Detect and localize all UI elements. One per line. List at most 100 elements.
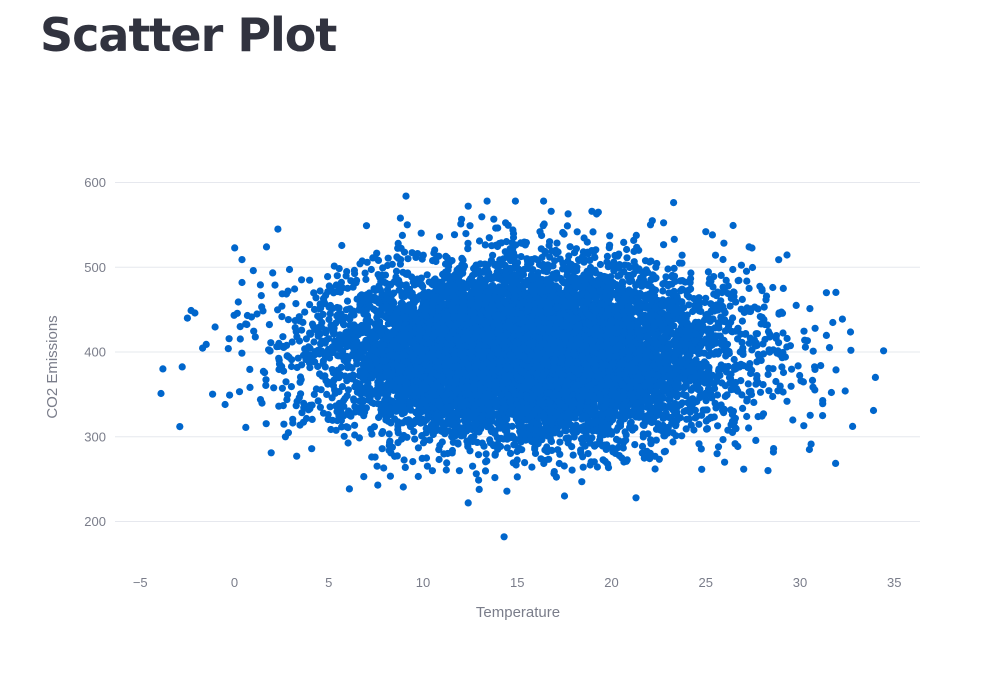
scatter-point xyxy=(211,323,219,331)
scatter-point xyxy=(316,287,324,295)
scatter-point xyxy=(511,441,519,449)
scatter-point xyxy=(385,430,393,438)
scatter-point xyxy=(779,329,787,337)
scatter-point xyxy=(271,281,279,289)
scatter-point xyxy=(567,421,575,429)
scatter-point xyxy=(378,445,386,453)
scatter-point xyxy=(632,231,640,239)
scatter-point xyxy=(363,258,371,266)
scatter-point xyxy=(409,458,417,466)
scatter-point xyxy=(744,380,752,388)
scatter-point xyxy=(711,251,720,259)
scatter-point xyxy=(368,453,376,461)
scatter-point xyxy=(265,321,273,329)
scatter-point xyxy=(414,250,422,258)
scatter-point xyxy=(302,335,310,343)
scatter-point xyxy=(296,421,304,429)
scatter-point xyxy=(660,241,668,249)
scatter-point xyxy=(482,450,490,458)
scatter-point xyxy=(490,215,498,223)
scatter-point xyxy=(738,317,747,325)
scatter-point xyxy=(251,333,259,341)
scatter-point xyxy=(596,260,605,269)
scatter-point xyxy=(342,272,350,280)
scatter-point xyxy=(606,232,614,240)
scatter-point xyxy=(288,338,296,346)
scatter-point xyxy=(287,383,295,391)
scatter-point xyxy=(721,392,729,400)
scatter-point xyxy=(308,445,316,453)
scatter-point xyxy=(695,420,703,428)
scatter-point xyxy=(316,403,324,411)
scatter-point xyxy=(678,432,686,440)
scatter-point xyxy=(779,368,788,377)
scatter-point xyxy=(563,222,572,230)
scatter-point xyxy=(670,235,678,243)
scatter-point xyxy=(513,473,521,481)
scatter-point xyxy=(458,215,466,223)
scatter-point xyxy=(298,326,306,334)
scatter-point xyxy=(517,253,525,261)
scatter-point xyxy=(314,397,322,405)
scatter-point xyxy=(231,244,239,252)
scatter-point xyxy=(464,245,472,253)
scatter-point xyxy=(573,422,581,431)
scatter-point xyxy=(394,244,402,252)
scatter-point xyxy=(335,334,344,342)
scatter-point xyxy=(442,466,450,474)
scatter-point xyxy=(683,415,691,423)
scatter-point xyxy=(722,276,730,284)
scatter-point xyxy=(367,425,375,433)
scatter-point xyxy=(435,446,443,454)
scatter-point xyxy=(297,375,305,384)
scatter-point xyxy=(612,435,621,443)
scatter-point xyxy=(300,399,308,407)
scatter-point xyxy=(417,229,425,237)
scatter-point xyxy=(324,415,332,423)
scatter-point xyxy=(610,258,618,266)
scatter-point xyxy=(351,421,359,429)
scatter-point xyxy=(832,366,840,374)
scatter-point xyxy=(338,241,346,250)
scatter-point xyxy=(772,332,781,340)
scatter-point xyxy=(285,265,294,274)
scatter-point xyxy=(278,313,286,321)
scatter-point xyxy=(631,424,639,432)
scatter-point xyxy=(556,438,564,446)
scatter-point xyxy=(558,277,566,285)
scatter-point xyxy=(568,443,576,451)
scatter-point xyxy=(295,337,304,345)
scatter-point xyxy=(475,237,484,245)
scatter-point xyxy=(783,334,791,343)
scatter-point xyxy=(560,492,569,500)
scatter-point xyxy=(423,271,431,279)
scatter-point xyxy=(259,307,267,315)
scatter-point xyxy=(712,404,720,412)
scatter-point xyxy=(360,473,368,481)
scatter-point xyxy=(503,444,511,452)
scatter-point xyxy=(838,315,847,323)
scatter-point xyxy=(825,344,834,352)
scatter-point xyxy=(243,311,251,320)
scatter-point xyxy=(787,382,795,390)
scatter-point xyxy=(832,288,840,296)
scatter-point xyxy=(528,463,536,471)
scatter-point xyxy=(752,380,760,388)
scatter-point xyxy=(822,331,831,339)
scatter-point xyxy=(256,281,264,289)
scatter-point xyxy=(351,431,359,439)
scatter-point xyxy=(435,455,443,464)
scatter-point xyxy=(623,245,631,254)
scatter-point xyxy=(398,231,406,239)
scatter-point xyxy=(737,261,746,269)
scatter-point xyxy=(464,239,472,247)
scatter-point xyxy=(384,254,392,262)
scatter-point xyxy=(503,487,511,495)
scatter-point xyxy=(333,272,341,280)
points-layer xyxy=(157,192,888,541)
scatter-point xyxy=(226,391,234,399)
scatter-point xyxy=(280,420,288,428)
scatter-point xyxy=(832,459,840,467)
scatter-point xyxy=(308,415,316,423)
